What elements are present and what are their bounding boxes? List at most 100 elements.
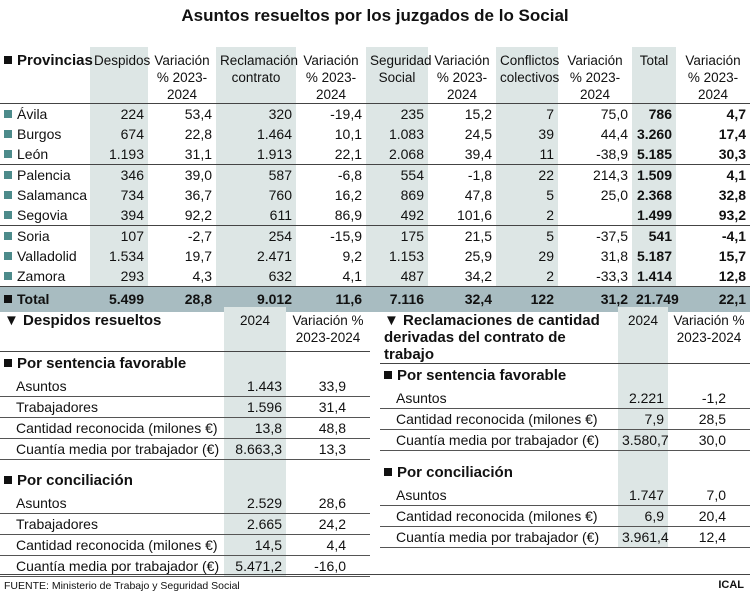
value-2024: 3.580,7 bbox=[618, 429, 669, 451]
variation-value: -16,0 bbox=[286, 555, 370, 577]
column-header: Variación % 2023-2024 bbox=[296, 47, 366, 104]
cell: 5.187 bbox=[632, 246, 676, 266]
cell bbox=[558, 205, 632, 226]
cell: -33,3 bbox=[596, 268, 628, 284]
despidos-table: ▼ Despidos resueltos 2024 Variación % 2023… bbox=[0, 307, 370, 577]
cell: 25,0 bbox=[600, 187, 628, 203]
column-header: Total bbox=[632, 47, 676, 104]
row-label: Asuntos bbox=[380, 388, 618, 409]
cell-text: Total bbox=[17, 291, 50, 308]
cell: -37,5 bbox=[558, 225, 632, 246]
cell: 29 bbox=[496, 246, 558, 266]
cell: 47,8 bbox=[464, 187, 492, 203]
table-row: León 1.193 31,1 1.913 22,1 2.068 39,4 11 -38,9 5.… bbox=[0, 144, 750, 165]
cell-text: Ávila bbox=[17, 106, 48, 122]
table-row: Trabajadores 2.665 24,2 bbox=[0, 513, 370, 535]
table-row: Ávila 224 53,4 320 -19,4 235 15,2 7 75,0 786 4,7 bbox=[0, 103, 750, 124]
cell-text: Burgos bbox=[17, 126, 62, 142]
cell: 30,3 bbox=[718, 146, 746, 162]
cell: 554 bbox=[366, 164, 428, 185]
variation-value: 48,8 bbox=[286, 417, 370, 439]
variation-value: 33,9 bbox=[286, 375, 370, 397]
column-header: Reclamación contrato bbox=[216, 47, 298, 104]
value-2024: 1.443 bbox=[224, 375, 286, 397]
column-header: Variación % 2023-2024 bbox=[668, 307, 750, 364]
cell: -19,4 bbox=[330, 106, 362, 122]
table-row: Salamanca 734 36,7 760 16,2 869 47,8 5 25,0 2.368… bbox=[0, 185, 750, 205]
value-2024: 13,8 bbox=[224, 417, 286, 439]
cell: 293 bbox=[90, 266, 148, 287]
value-2024: 7,9 bbox=[618, 408, 668, 430]
value-2024: 14,5 bbox=[224, 534, 286, 556]
cell-text: Valladolid bbox=[17, 248, 77, 264]
cell: 92,2 bbox=[184, 207, 212, 223]
cell: 492 bbox=[366, 205, 428, 226]
column-header: Despidos bbox=[90, 47, 150, 104]
province-name: Valladolid bbox=[0, 246, 90, 266]
page-title: Asuntos resueltos por los juzgados de lo… bbox=[181, 6, 569, 25]
cell: 5.185 bbox=[632, 144, 676, 165]
table-row: Cuantía media por trabajador (€) 8.663,3 1… bbox=[0, 438, 370, 460]
column-header: Seguridad Social bbox=[366, 47, 432, 104]
cell: 2.368 bbox=[632, 185, 676, 205]
brand-logo: ICAL bbox=[718, 579, 744, 591]
cell: 93,2 bbox=[718, 207, 746, 223]
row-label: Cuantía media por trabajador (€) bbox=[0, 438, 224, 460]
cell: -4,1 bbox=[676, 225, 750, 246]
value-2024: 5.471,2 bbox=[224, 555, 286, 577]
cell: 5 bbox=[496, 185, 558, 205]
cell: 760 bbox=[216, 185, 296, 205]
row-label: Cuantía media por trabajador (€) bbox=[380, 526, 618, 548]
square-bullet-icon bbox=[4, 211, 12, 219]
cell: 1.499 bbox=[632, 205, 676, 226]
section-header: Por conciliación bbox=[0, 469, 370, 493]
table-row: Cuantía media por trabajador (€) 3.961,4 1… bbox=[380, 526, 750, 548]
cell: 10,1 bbox=[334, 126, 362, 142]
column-header: 2024 bbox=[224, 307, 286, 352]
source-note: FUENTE: Ministerio de Trabajo y Segurida… bbox=[4, 580, 240, 592]
cell: 11 bbox=[496, 144, 558, 165]
divider bbox=[0, 574, 750, 575]
cell: 4,1 bbox=[676, 164, 750, 185]
cell: 9,2 bbox=[342, 248, 362, 264]
cell: 2 bbox=[496, 266, 558, 287]
cell: 15,2 bbox=[464, 106, 492, 122]
cell: 734 bbox=[90, 185, 148, 205]
variation-value: 24,2 bbox=[286, 513, 370, 535]
cell: 53,4 bbox=[184, 106, 212, 122]
variation-value: 28,5 bbox=[668, 408, 750, 430]
table-row: Asuntos 1.443 33,9 bbox=[0, 375, 370, 397]
cell: 541 bbox=[632, 225, 676, 246]
cell-text: Zamora bbox=[17, 268, 66, 284]
cell: -2,7 bbox=[148, 225, 216, 246]
title-text: Despidos resueltos bbox=[23, 312, 162, 329]
column-header: Variación % 2023-2024 bbox=[558, 47, 632, 104]
cell-text: Palencia bbox=[17, 167, 71, 183]
cell: 1.153 bbox=[366, 246, 428, 266]
square-bullet-icon bbox=[4, 191, 12, 199]
cell: 611 bbox=[216, 205, 296, 226]
value-2024: 1.596 bbox=[224, 396, 286, 418]
cell: 24,5 bbox=[464, 126, 492, 142]
title-text: Reclamaciones de cantidad derivadas del … bbox=[384, 312, 600, 363]
row-label: Asuntos bbox=[380, 484, 618, 506]
square-bullet-icon bbox=[384, 371, 392, 379]
row-label: Cantidad reconocida (milones €) bbox=[380, 505, 618, 527]
cell: 1.534 bbox=[90, 246, 148, 266]
cell: 22 bbox=[496, 164, 558, 185]
section-title: Por conciliación bbox=[397, 463, 513, 481]
value-2024: 6,9 bbox=[618, 505, 668, 527]
column-header: Conflictos colectivos bbox=[496, 47, 559, 104]
square-bullet-icon bbox=[4, 295, 12, 304]
table-row: Asuntos 1.747 7,0 bbox=[380, 484, 750, 506]
row-label: Cuantía media por trabajador (€) bbox=[380, 429, 618, 451]
value-2024: 2.221 bbox=[618, 388, 668, 409]
column-header: 2024 bbox=[618, 307, 668, 364]
cell: 2.471 bbox=[216, 246, 296, 266]
cell: 22,8 bbox=[184, 126, 212, 142]
value-2024: 8.663,3 bbox=[224, 438, 286, 460]
table-row: Zamora 293 4,3 632 4,1 487 34,2 2 -33,3 1.414 12,8 bbox=[0, 266, 750, 287]
variation-value: 12,4 bbox=[668, 526, 750, 548]
variation-value: 31,4 bbox=[286, 396, 370, 418]
cell: 19,7 bbox=[184, 248, 212, 264]
